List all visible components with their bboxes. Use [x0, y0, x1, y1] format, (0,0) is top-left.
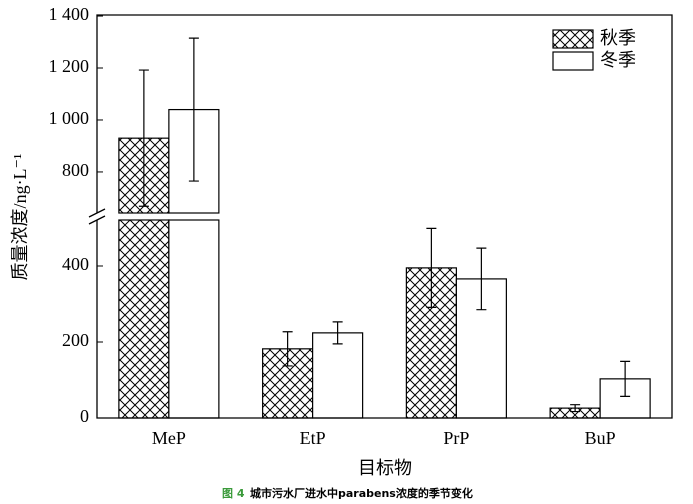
- error-bar: [426, 227, 437, 309]
- y-tick-label: 0: [80, 406, 89, 426]
- y-tick-label: 200: [62, 330, 89, 350]
- error-bar: [476, 247, 487, 311]
- error-bar: [138, 69, 149, 207]
- y-tick-label: 1 400: [49, 4, 90, 24]
- error-bar: [332, 321, 343, 345]
- axis-break: [88, 208, 106, 225]
- x-axis-title: 目标物: [358, 458, 412, 478]
- error-bar: [188, 37, 199, 182]
- bar-lower: [168, 219, 220, 419]
- error-bar: [282, 331, 293, 367]
- legend-label: 冬季: [600, 50, 636, 70]
- caption-text: 城市污水厂进水中parabens浓度的季节变化: [250, 486, 473, 500]
- x-tick-label: BuP: [585, 428, 616, 448]
- axis-frame: [96, 14, 673, 419]
- caption-label: 图 4: [222, 487, 245, 500]
- y-tick-label: 800: [62, 160, 89, 180]
- y-axis-title: 质量浓度/ng·L⁻¹: [10, 154, 30, 281]
- x-tick-label: EtP: [300, 428, 326, 448]
- y-tick-label: 1 200: [49, 56, 90, 76]
- x-tick-label: PrP: [443, 428, 469, 448]
- legend-swatch: [552, 29, 594, 49]
- legend-swatch: [552, 51, 594, 71]
- y-tick-label: 400: [62, 254, 89, 274]
- bar-lower: [118, 219, 170, 419]
- x-tick-label: MeP: [152, 428, 186, 448]
- legend-label: 秋季: [600, 28, 636, 48]
- error-bar: [620, 360, 631, 397]
- error-bar: [570, 404, 581, 413]
- y-tick-label: 1 000: [49, 108, 90, 128]
- bar: [312, 332, 364, 419]
